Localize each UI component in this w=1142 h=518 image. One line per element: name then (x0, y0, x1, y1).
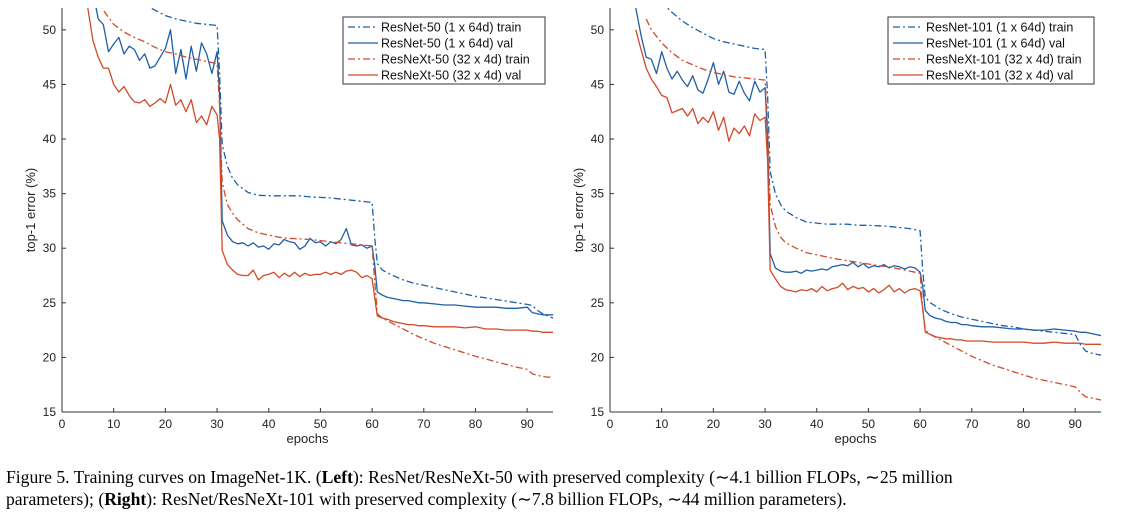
legend-label: ResNet-101 (1 x 64d) train (926, 21, 1073, 35)
x-tick-label: 60 (365, 417, 379, 431)
caption-text: parameters); ( (6, 489, 105, 509)
y-tick-label: 45 (43, 77, 57, 91)
x-tick-label: 20 (707, 417, 721, 431)
y-tick-label: 25 (43, 296, 57, 310)
y-tick-label: 30 (43, 241, 57, 255)
series-line (87, 8, 553, 333)
y-tick-label: 15 (591, 405, 605, 419)
caption-line-2: parameters); (Right): ResNet/ResNeXt-101… (6, 488, 1140, 510)
series-line (635, 8, 1101, 337)
y-tick-label: 50 (43, 23, 57, 37)
series-line (95, 8, 553, 316)
x-tick-label: 10 (655, 417, 669, 431)
series-line (149, 8, 553, 319)
y-axis-label: top-1 error (%) (571, 168, 586, 253)
x-axis-label: epochs (287, 431, 329, 446)
legend-label: ResNeXt-50 (32 x 4d) val (381, 69, 521, 83)
y-tick-label: 40 (591, 132, 605, 146)
series-line (635, 29, 1101, 345)
caption-right-bold: Right (104, 489, 147, 509)
x-tick-label: 30 (758, 417, 772, 431)
x-tick-label: 30 (210, 417, 224, 431)
y-tick-label: 25 (591, 296, 605, 310)
caption-text: ): ResNet/ResNeXt-101 with preserved com… (146, 489, 847, 509)
y-tick-label: 20 (43, 350, 57, 364)
x-tick-label: 90 (520, 417, 534, 431)
x-tick-label: 70 (965, 417, 979, 431)
x-tick-label: 0 (607, 417, 614, 431)
x-tick-label: 70 (417, 417, 431, 431)
series-line (645, 18, 1101, 401)
caption-text: ): ResNet/ResNeXt-50 with preserved comp… (352, 467, 953, 487)
x-tick-label: 80 (1017, 417, 1031, 431)
x-tick-label: 50 (862, 417, 876, 431)
x-tick-label: 50 (314, 417, 328, 431)
legend-label: ResNet-50 (1 x 64d) val (381, 37, 513, 51)
y-tick-label: 40 (43, 132, 57, 146)
y-tick-label: 45 (591, 77, 605, 91)
y-tick-label: 15 (43, 405, 57, 419)
x-tick-label: 80 (469, 417, 483, 431)
x-axis-label: epochs (835, 431, 877, 446)
y-tick-label: 30 (591, 241, 605, 255)
chart-right: 0 10 20 30 40 50 60 70 80 901520253035404550epoch… (571, 8, 1101, 446)
caption-line-1: Figure 5. Training curves on ImageNet-1K… (6, 466, 1140, 488)
series-group (87, 8, 553, 378)
y-tick-label: 35 (43, 187, 57, 201)
caption-text: Figure 5. Training curves on ImageNet-1K… (6, 467, 322, 487)
figure: 0 10 20 30 40 50 60 70 80 901520253035404550epoch… (23, 8, 1101, 446)
legend-label: ResNet-101 (1 x 64d) val (926, 37, 1065, 51)
legend-box (887, 16, 1095, 85)
legend-label: ResNet-50 (1 x 64d) train (381, 21, 521, 35)
y-tick-label: 50 (591, 23, 605, 37)
legend-label: ResNeXt-101 (32 x 4d) train (926, 53, 1082, 67)
legend: ResNet-101 (1 x 64d) train ResNet-101 (1 … (887, 16, 1095, 85)
x-tick-label: 60 (913, 417, 927, 431)
legend: ResNet-50 (1 x 64d) train ResNet-50 (1 x … (342, 16, 546, 85)
chart-left: 0 10 20 30 40 50 60 70 80 901520253035404550epoch… (23, 8, 553, 446)
legend-label: ResNeXt-101 (32 x 4d) val (926, 69, 1073, 83)
x-tick-label: 10 (107, 417, 121, 431)
legend-label: ResNeXt-50 (32 x 4d) train (381, 53, 530, 67)
x-tick-label: 40 (810, 417, 824, 431)
legend-box (342, 16, 546, 85)
y-tick-label: 20 (591, 350, 605, 364)
x-tick-label: 0 (59, 417, 66, 431)
y-tick-label: 35 (591, 187, 605, 201)
x-tick-label: 90 (1068, 417, 1082, 431)
series-group (635, 8, 1101, 401)
y-axis-label: top-1 error (%) (23, 168, 38, 253)
x-tick-label: 20 (159, 417, 173, 431)
x-tick-label: 40 (262, 417, 276, 431)
caption-left-bold: Left (321, 467, 353, 487)
series-line (101, 8, 553, 378)
figure-caption: Figure 5. Training curves on ImageNet-1K… (6, 466, 1140, 510)
